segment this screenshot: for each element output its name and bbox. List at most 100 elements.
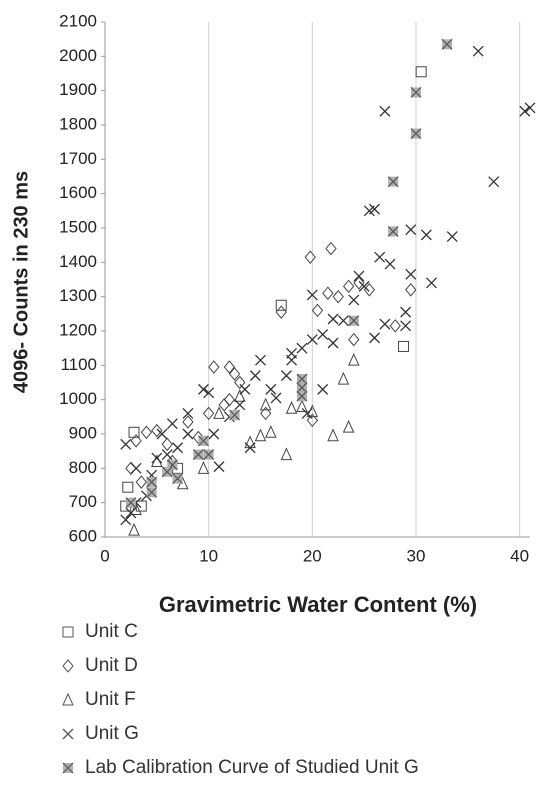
point <box>125 461 137 476</box>
y-tick-label: 800 <box>69 458 97 477</box>
marker-shape <box>405 224 417 236</box>
point <box>223 392 236 407</box>
marker-shape <box>213 406 225 419</box>
point <box>369 332 380 344</box>
y-tick-label: 1500 <box>59 217 97 236</box>
marker-shape <box>213 461 225 473</box>
point <box>337 371 350 385</box>
x-tick-label: 20 <box>303 546 322 565</box>
marker-shape <box>125 507 137 519</box>
marker-shape <box>120 514 132 526</box>
marker-shape <box>379 105 391 117</box>
point <box>286 354 298 366</box>
point <box>285 401 298 414</box>
point <box>270 392 282 404</box>
marker-shape <box>223 360 236 374</box>
point <box>244 442 256 454</box>
point <box>120 438 132 450</box>
point <box>166 418 178 430</box>
x-axis-title: Gravimetric Water Content (%) <box>159 592 477 617</box>
marker-shape <box>62 626 74 638</box>
marker-shape <box>410 86 422 98</box>
marker-shape <box>270 392 282 404</box>
point <box>146 476 158 488</box>
point <box>304 250 316 264</box>
point <box>348 294 360 306</box>
y-tick-label: 1800 <box>59 114 97 133</box>
marker-shape <box>348 294 360 306</box>
point <box>342 419 355 433</box>
marker-shape <box>420 229 432 241</box>
point <box>172 473 183 485</box>
marker-shape <box>387 176 399 188</box>
point <box>415 66 427 78</box>
marker-shape <box>405 283 417 297</box>
point <box>130 434 142 448</box>
marker-shape <box>379 318 391 330</box>
marker-shape <box>182 428 194 440</box>
point <box>410 86 422 98</box>
point <box>151 423 163 438</box>
marker-shape <box>146 476 158 488</box>
point <box>128 522 140 536</box>
x-tick-label: 30 <box>407 546 426 565</box>
point <box>259 397 272 411</box>
marker-shape <box>203 406 215 421</box>
point <box>135 475 147 489</box>
marker-shape <box>301 407 313 419</box>
marker-shape <box>146 486 158 498</box>
marker-shape <box>327 337 339 349</box>
marker-shape <box>348 332 360 347</box>
point <box>306 334 318 346</box>
point <box>327 313 339 325</box>
point <box>317 328 329 340</box>
point <box>325 241 337 256</box>
point <box>239 383 251 395</box>
point <box>198 435 209 447</box>
marker-shape <box>208 360 220 374</box>
marker-shape <box>259 397 272 411</box>
marker-shape <box>130 434 142 448</box>
marker-shape <box>387 226 399 237</box>
marker-shape <box>524 102 536 114</box>
point <box>208 360 220 374</box>
marker-shape <box>472 45 484 57</box>
marker-shape <box>62 659 74 673</box>
point <box>348 332 360 347</box>
marker-shape <box>182 415 194 429</box>
point <box>405 224 417 236</box>
marker-shape <box>265 425 277 438</box>
point <box>140 425 153 440</box>
marker-shape <box>374 251 386 263</box>
y-tick-label: 1300 <box>59 286 97 305</box>
point <box>198 383 209 395</box>
point <box>203 387 215 399</box>
marker-shape <box>342 419 355 433</box>
marker-shape <box>322 286 334 301</box>
point <box>233 389 246 402</box>
marker-shape <box>369 332 380 344</box>
point <box>317 383 329 395</box>
marker-shape <box>135 500 147 512</box>
point <box>306 413 318 428</box>
point <box>130 462 142 474</box>
marker-shape <box>161 449 173 461</box>
y-tick-label: 1200 <box>59 320 97 339</box>
point <box>254 428 267 442</box>
marker-shape <box>233 389 246 402</box>
y-tick-label: 600 <box>69 526 97 545</box>
point <box>405 283 417 297</box>
marker-shape <box>197 461 210 474</box>
marker-shape <box>296 342 308 354</box>
marker-shape <box>192 430 204 445</box>
marker-shape <box>398 340 410 352</box>
point <box>296 382 308 394</box>
legend-label: Unit F <box>85 689 136 710</box>
marker-shape <box>203 449 215 461</box>
y-tick-label: 1600 <box>59 183 97 202</box>
point <box>130 502 142 516</box>
marker-shape <box>125 497 137 509</box>
marker-shape <box>128 426 140 438</box>
point <box>327 428 339 442</box>
marker-shape <box>348 352 360 366</box>
